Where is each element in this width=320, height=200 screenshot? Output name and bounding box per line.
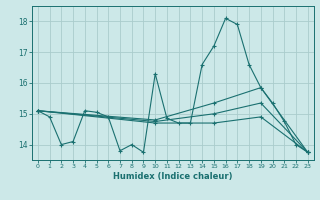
X-axis label: Humidex (Indice chaleur): Humidex (Indice chaleur): [113, 172, 233, 181]
